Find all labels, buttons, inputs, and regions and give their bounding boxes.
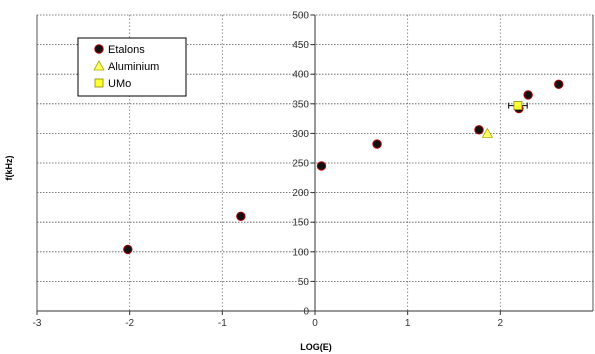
legend-label-aluminium: Aluminium — [108, 61, 159, 73]
y-tick-label: 350 — [292, 99, 309, 110]
y-axis-label: f(kHz) — [4, 156, 14, 181]
y-tick-label: 300 — [292, 129, 309, 140]
x-tick-label: 0 — [312, 318, 318, 329]
legend-marker-aluminium — [93, 60, 105, 71]
x-tick-label: -2 — [125, 318, 134, 329]
etalons-point — [123, 244, 133, 255]
y-tick-label: 0 — [303, 307, 309, 318]
etalons-point — [523, 90, 533, 100]
x-tick-label: 2 — [498, 318, 504, 329]
umo-point — [513, 101, 523, 110]
etalons-point — [474, 125, 484, 135]
legend-label-umo: UMo — [108, 78, 131, 90]
x-tick-label: -3 — [33, 318, 42, 329]
x-axis-label: LOG(E) — [300, 342, 332, 352]
etalons-point — [554, 79, 564, 89]
y-tick-label: 150 — [292, 218, 309, 229]
etalons-point — [236, 211, 246, 221]
y-tick-label: 200 — [292, 188, 309, 199]
y-tick-label: 100 — [292, 247, 309, 258]
y-tick-label: 500 — [292, 11, 309, 22]
legend: Etalons Aluminium UMo — [77, 37, 187, 97]
etalons-point — [316, 161, 327, 171]
tick-labels: -3 -2 -1 0 1 2 0 50 100 150 200 250 300 350 400 450 500 — [33, 11, 504, 330]
y-tick-label: 250 — [292, 159, 309, 170]
y-tick-label: 450 — [292, 40, 309, 51]
legend-marker-umo — [94, 78, 104, 88]
aluminium-point — [481, 127, 494, 138]
legend-label-etalons: Etalons — [108, 44, 145, 56]
x-tick-label: 1 — [405, 318, 411, 329]
grid — [37, 14, 593, 311]
legend-marker-etalons — [94, 44, 104, 54]
x-tick-label: -1 — [218, 318, 227, 329]
y-tick-label: 400 — [292, 70, 309, 81]
data-marks — [123, 79, 564, 255]
y-tick-label: 50 — [298, 277, 310, 288]
axes — [36, 14, 594, 315]
etalons-point — [372, 139, 382, 149]
